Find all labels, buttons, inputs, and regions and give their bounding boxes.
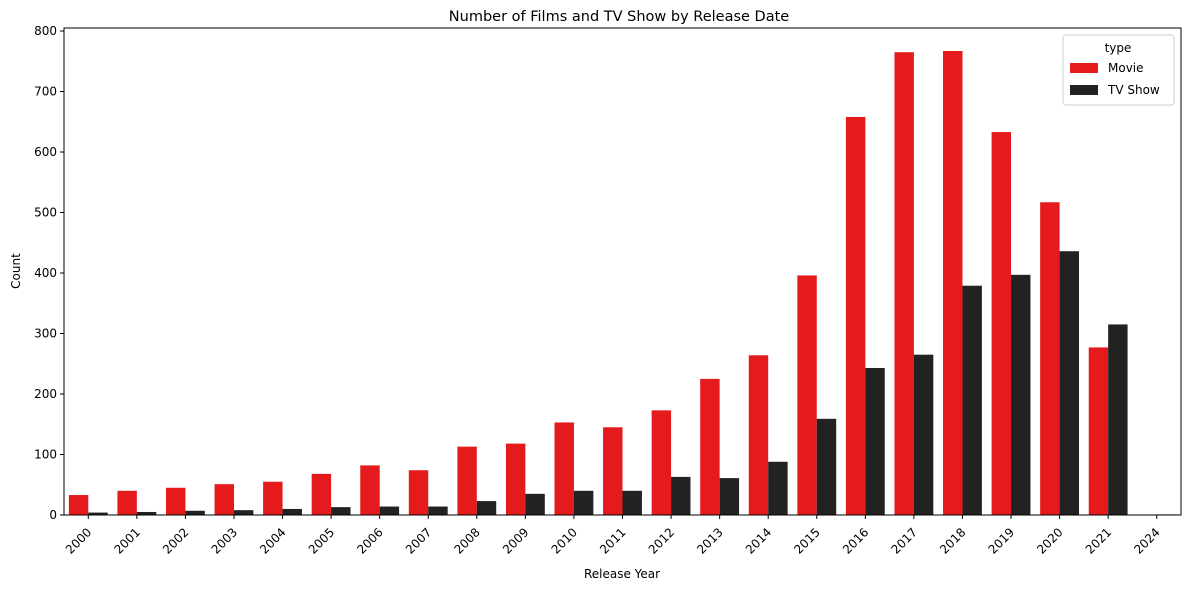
y-tick-label-500: 500 xyxy=(34,206,57,220)
y-tick-label-600: 600 xyxy=(34,145,57,159)
x-tick-label-2012: 2012 xyxy=(646,525,677,556)
bar-tv-show-2018 xyxy=(962,285,982,515)
bar-movie-2001 xyxy=(117,490,137,515)
y-tick-label-800: 800 xyxy=(34,24,57,38)
bar-tv-show-2002 xyxy=(185,510,205,515)
y-tick-label-0: 0 xyxy=(49,508,57,522)
bars-group xyxy=(68,50,1177,516)
bar-tv-show-2019 xyxy=(1011,274,1031,515)
x-tick-label-2002: 2002 xyxy=(160,525,191,556)
x-tick-label-2020: 2020 xyxy=(1034,525,1065,556)
legend-swatch-movie xyxy=(1070,63,1098,73)
x-tick-label-2011: 2011 xyxy=(597,525,628,556)
legend-label-movie: Movie xyxy=(1108,61,1144,75)
bar-movie-2003 xyxy=(214,484,234,515)
bar-movie-2008 xyxy=(457,446,477,515)
bar-movie-2000 xyxy=(68,495,89,515)
bar-movie-2004 xyxy=(263,481,283,515)
bar-tv-show-2015 xyxy=(816,418,837,515)
y-tick-label-100: 100 xyxy=(34,448,57,462)
bar-movie-2020 xyxy=(1040,202,1060,516)
bar-movie-2017 xyxy=(894,52,914,515)
x-tick-label-2014: 2014 xyxy=(743,525,774,556)
bar-tv-show-2005 xyxy=(331,507,351,515)
bar-movie-2013 xyxy=(700,378,720,515)
bar-movie-2009 xyxy=(505,443,526,515)
x-tick-label-2000: 2000 xyxy=(63,525,94,556)
x-tick-label-2018: 2018 xyxy=(937,525,968,556)
y-axis: 0 100 200 300 400 500 600 700 800 xyxy=(34,24,64,522)
bar-movie-2010 xyxy=(554,422,574,515)
x-tick-label-2007: 2007 xyxy=(403,525,434,556)
x-tick-label-2016: 2016 xyxy=(840,525,871,556)
x-tick-label-2008: 2008 xyxy=(451,525,482,556)
x-tick-label-2009: 2009 xyxy=(500,525,531,556)
bar-tv-show-2016 xyxy=(865,367,885,515)
x-tick-label-2005: 2005 xyxy=(306,525,337,556)
x-axis: 2000 2001 2002 2003 2004 2005 2006 2007 2008 2009… xyxy=(63,515,1163,557)
y-tick-label-300: 300 xyxy=(34,327,57,341)
bar-movie-2006 xyxy=(360,465,380,515)
bar-movie-2012 xyxy=(651,410,672,515)
bar-movie-2018 xyxy=(943,50,963,516)
bar-tv-show-2003 xyxy=(233,510,254,515)
bar-movie-2011 xyxy=(603,427,623,515)
bar-tv-show-2014 xyxy=(768,461,788,515)
bar-tv-show-2020 xyxy=(1059,251,1080,516)
x-tick-label-2004: 2004 xyxy=(257,525,288,556)
bar-movie-2021 xyxy=(1088,347,1109,515)
bar-movie-2005 xyxy=(311,473,332,515)
legend-label-tv-show: TV Show xyxy=(1107,83,1160,97)
x-tick-label-2015: 2015 xyxy=(791,525,822,556)
y-tick-label-700: 700 xyxy=(34,85,57,99)
y-axis-label: Count xyxy=(9,253,23,289)
bar-movie-2019 xyxy=(991,132,1012,516)
chart-title: Number of Films and TV Show by Release D… xyxy=(449,9,789,25)
bar-tv-show-2008 xyxy=(476,501,497,515)
legend-swatch-tv-show xyxy=(1070,85,1098,95)
x-tick-label-2001: 2001 xyxy=(111,525,142,556)
bar-movie-2002 xyxy=(165,487,186,515)
x-tick-label-2003: 2003 xyxy=(209,525,240,556)
bar-movie-2015 xyxy=(797,275,817,515)
bar-tv-show-2010 xyxy=(573,490,594,515)
bar-tv-show-2001 xyxy=(136,511,157,515)
bar-movie-2014 xyxy=(748,355,769,515)
bar-tv-show-2000 xyxy=(88,512,108,515)
bar-tv-show-2009 xyxy=(525,493,545,515)
x-tick-label-2017: 2017 xyxy=(889,525,920,556)
y-tick-label-400: 400 xyxy=(34,266,57,280)
bar-tv-show-2011 xyxy=(622,490,642,515)
bar-tv-show-2021 xyxy=(1108,324,1128,515)
x-tick-label-2013: 2013 xyxy=(694,525,725,556)
x-tick-label-2019: 2019 xyxy=(986,525,1017,556)
bar-movie-2007 xyxy=(408,470,429,515)
x-tick-label-2006: 2006 xyxy=(354,525,385,556)
bar-movie-2016 xyxy=(845,116,866,516)
x-axis-label: Release Year xyxy=(584,567,660,581)
bar-tv-show-2012 xyxy=(671,476,691,515)
bar-tv-show-2007 xyxy=(428,506,448,515)
bar-tv-show-2017 xyxy=(913,354,934,515)
bar-tv-show-2006 xyxy=(379,506,400,515)
x-tick-label-2021: 2021 xyxy=(1083,525,1114,556)
plot-frame xyxy=(63,27,1182,516)
legend-title: type xyxy=(1105,41,1132,55)
y-tick-label-200: 200 xyxy=(34,387,57,401)
legend: type Movie TV Show xyxy=(1062,34,1175,106)
x-tick-label-2010: 2010 xyxy=(549,525,580,556)
bar-tv-show-2013 xyxy=(719,478,740,515)
bar-tv-show-2004 xyxy=(282,508,302,515)
x-tick-label-2024: 2024 xyxy=(1131,525,1162,556)
